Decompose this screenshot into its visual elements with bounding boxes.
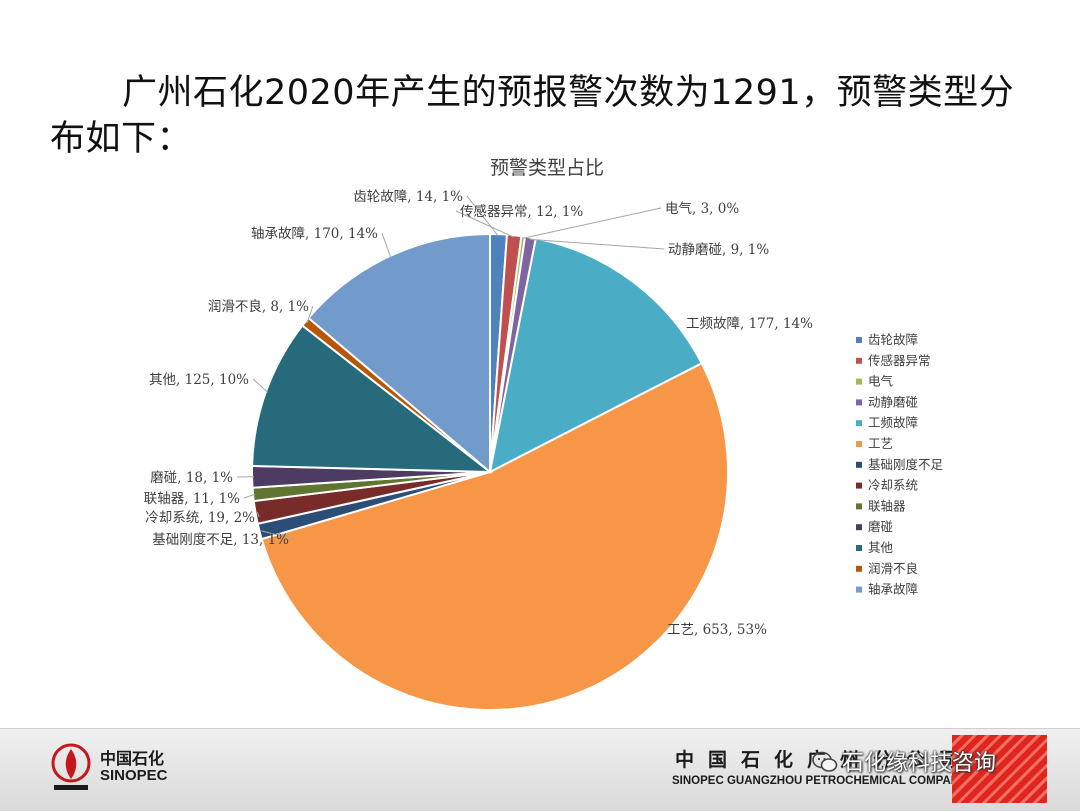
slice-12-label: 润滑不良, 8, 1%: [208, 299, 309, 315]
legend-label-11: 其他: [868, 540, 894, 555]
slice-6-label: 工艺, 653, 53%: [667, 622, 767, 638]
legend-swatch-7: [856, 462, 862, 468]
legend-swatch-11: [856, 545, 862, 551]
chart-legend: 齿轮故障传感器异常电气动静磨碰工频故障工艺基础刚度不足冷却系统联轴器磨碰其他润滑…: [856, 332, 944, 597]
slice-8-label: 冷却系统, 19, 2%: [145, 510, 255, 526]
slice-7-label: 基础刚度不足, 13, 1%: [152, 531, 289, 548]
legend-swatch-4: [856, 399, 862, 405]
legend-label-3: 电气: [868, 374, 894, 389]
slice-4-label: 动静磨碰, 9, 1%: [668, 242, 769, 258]
legend-swatch-2: [856, 358, 862, 364]
legend-label-2: 传感器异常: [868, 353, 931, 368]
pie-chart: 预警类型占比 齿轮故障, 14, 1%传感器异常, 12, 1% 电气, 3, 0…: [0, 0, 1080, 728]
slice-10-label: 磨碰, 18, 1%: [150, 470, 233, 486]
legend-swatch-5: [856, 420, 862, 426]
watermark-text: 石化缘科技咨询: [842, 745, 996, 777]
legend-label-5: 工频故障: [868, 415, 918, 430]
legend-swatch-8: [856, 483, 862, 489]
legend-swatch-12: [856, 566, 862, 572]
legend-label-9: 联轴器: [868, 498, 906, 513]
brand-name-en: SINOPEC: [100, 767, 168, 784]
slide-footer: 中国石化 SINOPEC 中国石化广州分公司 SINOPEC GUANGZHOU…: [0, 728, 1080, 811]
brand-name-cn: 中国石化: [100, 745, 164, 769]
legend-label-8: 冷却系统: [868, 478, 918, 493]
legend-swatch-6: [856, 441, 862, 447]
legend-label-1: 齿轮故障: [868, 332, 918, 347]
legend-swatch-10: [856, 524, 862, 530]
legend-swatch-3: [856, 379, 862, 385]
slice-9-label: 联轴器, 11, 1%: [144, 491, 240, 507]
legend-label-13: 轴承故障: [868, 582, 918, 597]
legend-label-7: 基础刚度不足: [868, 457, 944, 472]
slice-13-leader-line: [382, 233, 391, 258]
sinopec-logo-icon: [50, 741, 92, 793]
pie-slices: [252, 234, 728, 710]
legend-label-6: 工艺: [868, 436, 893, 451]
slice-11-label: 其他, 125, 10%: [149, 372, 249, 388]
wechat-icon: [812, 751, 838, 773]
legend-label-12: 润滑不良: [868, 561, 918, 576]
legend-label-10: 磨碰: [868, 519, 893, 534]
chart-title: 预警类型占比: [490, 157, 604, 179]
slice-13-label: 轴承故障, 170, 14%: [251, 226, 378, 242]
legend-label-4: 动静磨碰: [868, 394, 918, 409]
legend-swatch-9: [856, 503, 862, 509]
slice-1-label: 齿轮故障, 14, 1%: [353, 189, 463, 205]
slice-3-label: 电气, 3, 0%: [665, 201, 739, 217]
slice-5-label: 工频故障, 177, 14%: [686, 316, 813, 332]
slice-11-leader-line: [253, 379, 268, 392]
slice-2-label: 传感器异常, 12, 1%: [460, 203, 583, 220]
legend-swatch-13: [856, 587, 862, 593]
legend-swatch-1: [856, 337, 862, 343]
